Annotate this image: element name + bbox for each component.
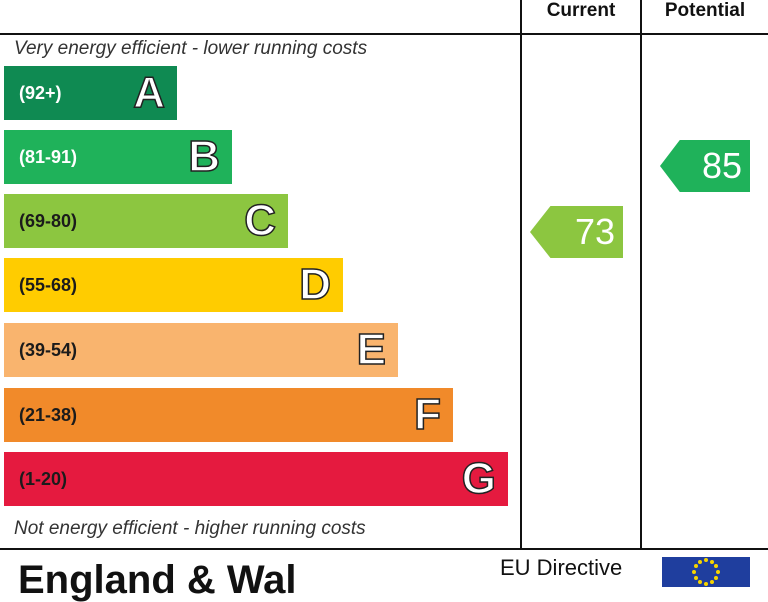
footer-divider [0,548,768,550]
band-c-letter: C [243,195,276,246]
eu-star [704,558,708,562]
band-a-letter: A [132,67,165,118]
eu-star [692,570,696,574]
eu-star [710,580,714,585]
band-g-range: (1-20) [19,469,68,489]
current-column-divider [520,0,522,550]
band-d-letter: D [298,259,331,310]
header-divider [0,33,768,35]
band-g: (1-20) G [4,452,508,506]
current-column-header: Current [546,0,616,21]
eu-star [704,582,708,586]
eu-directive-label: EU Directive [500,555,623,580]
eu-star [710,559,714,564]
eu-flag-icon [662,557,750,587]
band-b-letter: B [187,131,220,182]
eu-star [693,564,698,568]
potential-column-divider [640,0,642,550]
band-d-range: (55-68) [19,275,78,295]
current-rating-value: 73 [574,211,615,252]
band-a: (92+) A [4,66,177,120]
eu-star [693,576,698,580]
band-f-letter: F [413,389,441,440]
band-e-letter: E [356,324,387,375]
band-b: (81-91) B [4,130,232,184]
band-d: (55-68) D [4,258,343,312]
region-label: England & Wal [18,558,297,602]
eu-star [698,559,702,564]
band-f-range: (21-38) [19,405,78,425]
band-b-range: (81-91) [19,147,78,167]
potential-rating-arrow: 85 [660,140,750,192]
potential-column-header: Potential [664,0,746,21]
band-a-range: (92+) [19,83,62,103]
eu-star [698,580,702,585]
current-rating-arrow: 73 [530,206,623,258]
eu-star [714,564,719,568]
band-g-letter: G [461,453,497,504]
eu-star [716,570,720,574]
band-c: (69-80) C [4,194,288,248]
efficient-note: Very energy efficient - lower running co… [14,38,368,59]
eu-star [714,576,719,580]
band-c-range: (69-80) [19,211,78,231]
inefficient-note: Not energy efficient - higher running co… [14,518,366,539]
band-f: (21-38) F [4,388,453,442]
band-e: (39-54) E [4,323,398,377]
band-e-range: (39-54) [19,340,78,360]
potential-rating-value: 85 [701,145,742,186]
